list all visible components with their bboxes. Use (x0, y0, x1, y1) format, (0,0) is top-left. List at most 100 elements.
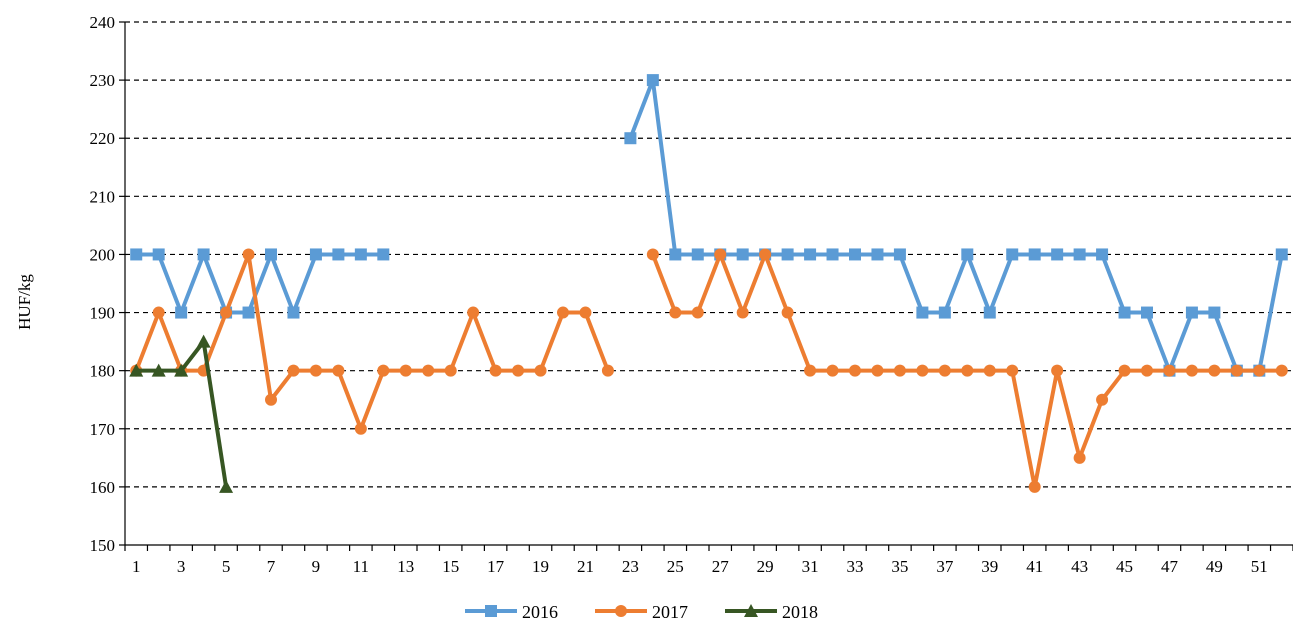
x-tick-label: 27 (712, 557, 730, 576)
x-tick-label: 11 (353, 557, 369, 576)
data-point-2017 (1051, 365, 1063, 377)
y-tick-label: 210 (90, 187, 116, 206)
data-point-2016 (894, 248, 906, 260)
x-tick-label: 25 (667, 557, 684, 576)
series-line-2016 (136, 254, 383, 312)
data-point-2017 (737, 307, 749, 319)
data-point-2017 (220, 307, 232, 319)
data-point-2016 (1186, 307, 1198, 319)
data-point-2017 (759, 248, 771, 260)
data-point-2017 (310, 365, 322, 377)
data-point-2018 (219, 480, 233, 493)
data-point-2017 (265, 394, 277, 406)
data-point-2017 (1231, 365, 1243, 377)
data-point-2016 (984, 307, 996, 319)
data-point-2016 (198, 248, 210, 260)
data-point-2017 (1208, 365, 1220, 377)
data-point-2017 (153, 307, 165, 319)
data-point-2017 (422, 365, 434, 377)
data-point-2017 (332, 365, 344, 377)
data-point-2016 (287, 307, 299, 319)
data-point-2017 (916, 365, 928, 377)
data-point-2016 (804, 248, 816, 260)
data-point-2016 (310, 248, 322, 260)
data-point-2016 (827, 248, 839, 260)
data-point-2016 (961, 248, 973, 260)
y-tick-label: 220 (90, 129, 116, 148)
x-tick-label: 35 (891, 557, 908, 576)
x-tick-label: 49 (1206, 557, 1223, 576)
data-point-2017 (894, 365, 906, 377)
legend-label-2016: 2016 (522, 602, 558, 622)
x-tick-label: 39 (981, 557, 998, 576)
y-tick-label: 170 (90, 420, 116, 439)
data-point-2017 (287, 365, 299, 377)
x-tick-label: 13 (397, 557, 414, 576)
data-point-2016 (647, 74, 659, 86)
data-point-2017 (647, 248, 659, 260)
data-point-2016 (1074, 248, 1086, 260)
data-point-2017 (692, 307, 704, 319)
data-point-2017 (1163, 365, 1175, 377)
data-point-2016 (939, 307, 951, 319)
data-point-2017 (243, 248, 255, 260)
series (129, 74, 1288, 493)
data-point-2016 (355, 248, 367, 260)
data-point-2016 (1029, 248, 1041, 260)
legend-marker-2017 (615, 605, 627, 617)
x-tick-label: 15 (442, 557, 459, 576)
data-point-2017 (512, 365, 524, 377)
data-point-2017 (467, 307, 479, 319)
data-point-2016 (871, 248, 883, 260)
data-point-2017 (445, 365, 457, 377)
data-point-2016 (1051, 248, 1063, 260)
data-point-2017 (714, 248, 726, 260)
data-point-2017 (871, 365, 883, 377)
legend-item-2017: 2017 (595, 602, 688, 622)
data-point-2017 (1186, 365, 1198, 377)
data-point-2016 (737, 248, 749, 260)
data-point-2016 (130, 248, 142, 260)
data-point-2017 (400, 365, 412, 377)
data-point-2017 (377, 365, 389, 377)
x-tick-label: 45 (1116, 557, 1133, 576)
data-point-2017 (1029, 481, 1041, 493)
data-point-2016 (692, 248, 704, 260)
x-tick-label: 17 (487, 557, 505, 576)
data-point-2016 (1119, 307, 1131, 319)
x-tick-label: 29 (757, 557, 774, 576)
data-point-2016 (1006, 248, 1018, 260)
data-point-2016 (782, 248, 794, 260)
x-tick-label: 9 (312, 557, 321, 576)
data-point-2016 (1276, 248, 1288, 260)
data-point-2016 (1208, 307, 1220, 319)
data-point-2017 (1006, 365, 1018, 377)
data-point-2017 (1276, 365, 1288, 377)
x-tick-label: 5 (222, 557, 231, 576)
legend-label-2017: 2017 (652, 602, 688, 622)
y-tick-label: 240 (90, 13, 116, 32)
x-tick-label: 19 (532, 557, 549, 576)
x-tick-label: 33 (847, 557, 864, 576)
data-point-2017 (490, 365, 502, 377)
data-point-2017 (804, 365, 816, 377)
data-point-2016 (243, 307, 255, 319)
data-point-2016 (332, 248, 344, 260)
data-point-2017 (1141, 365, 1153, 377)
legend-label-2018: 2018 (782, 602, 818, 622)
y-axis-title: HUF/kg (15, 274, 34, 330)
y-tick-label: 230 (90, 71, 116, 90)
data-point-2017 (827, 365, 839, 377)
data-point-2017 (557, 307, 569, 319)
data-point-2016 (377, 248, 389, 260)
x-tick-label: 31 (802, 557, 819, 576)
data-point-2017 (939, 365, 951, 377)
data-point-2017 (782, 307, 794, 319)
legend-item-2018: 2018 (725, 602, 818, 622)
data-point-2017 (1253, 365, 1265, 377)
data-point-2016 (153, 248, 165, 260)
x-tick-label: 21 (577, 557, 594, 576)
x-tick-label: 47 (1161, 557, 1179, 576)
